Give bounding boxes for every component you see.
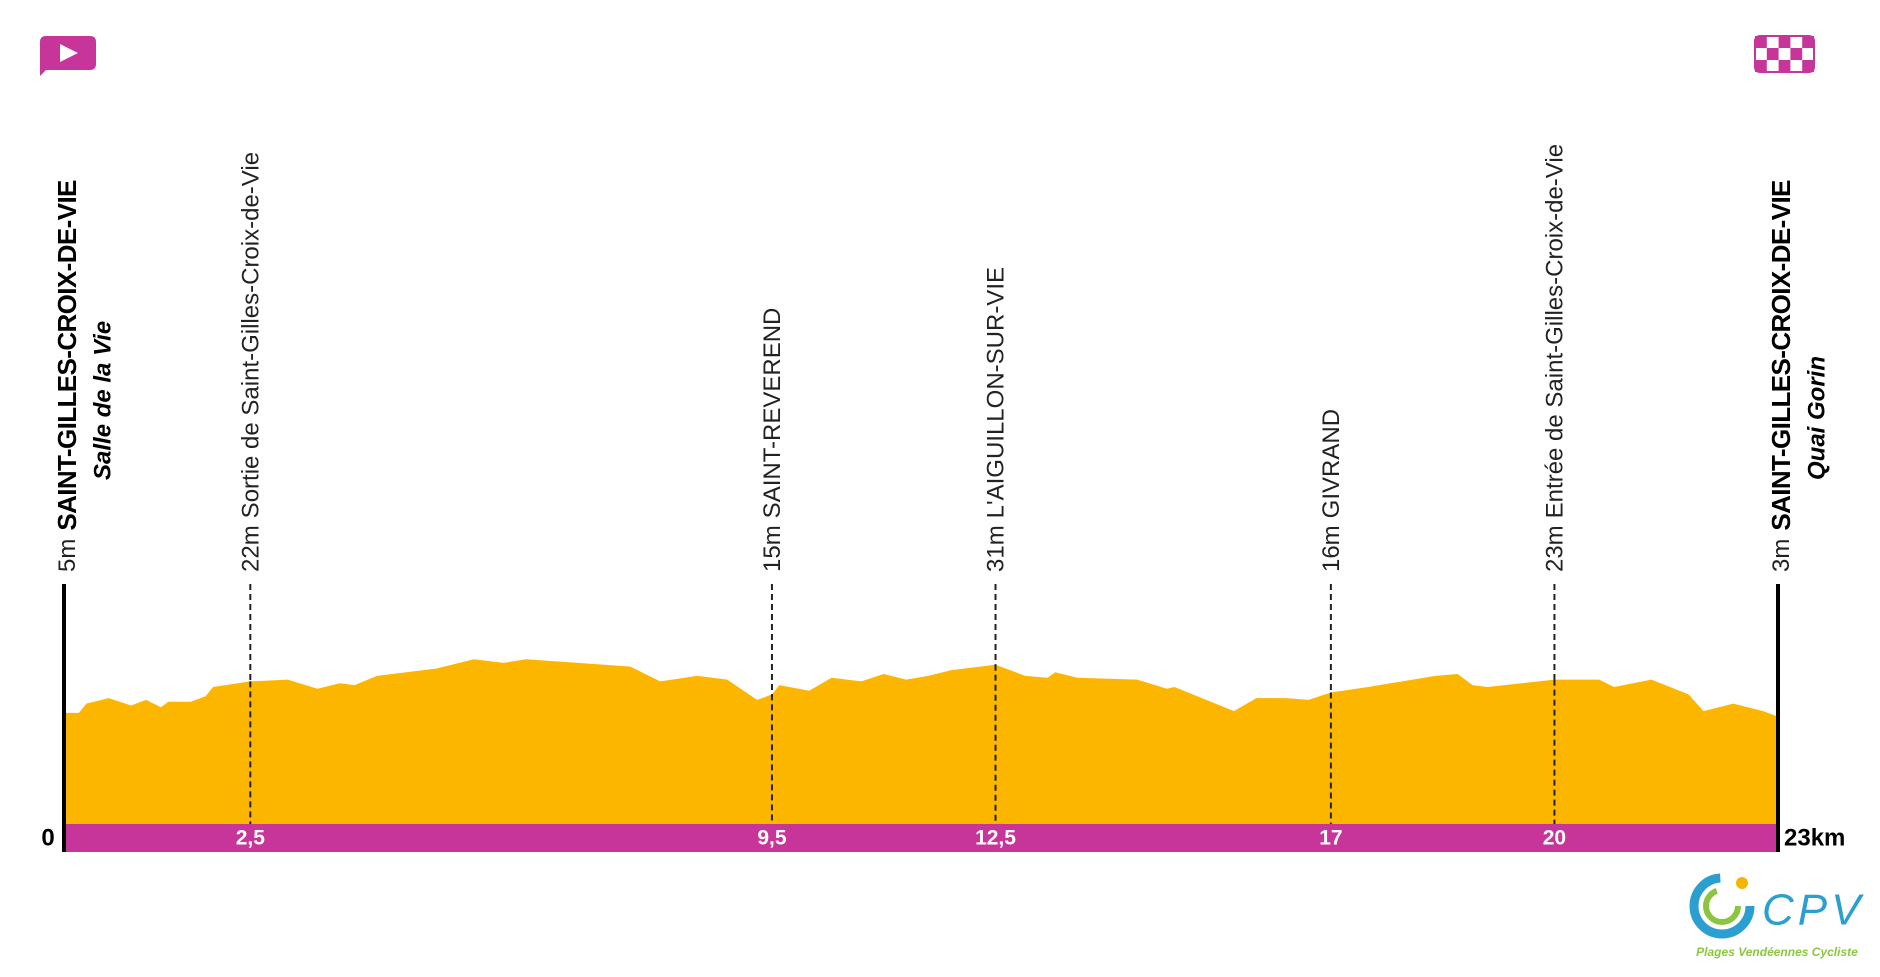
- km-label: 23km: [1784, 825, 1845, 852]
- endpoint-label: 5m SAINT-GILLES-CROIX-DE-VIE: [52, 180, 82, 572]
- waypoint-label: 22m Sortie de Saint-Gilles-Croix-de-Vie: [237, 152, 264, 572]
- logo-dot: [1736, 877, 1748, 889]
- finish-flag-square: [1755, 60, 1767, 72]
- km-label: 12,5: [975, 827, 1016, 850]
- waypoint-name: SAINT-REVEREND: [758, 308, 785, 519]
- start-icon-arrow: [60, 44, 78, 62]
- altitude-label: 31m: [982, 525, 1009, 572]
- km-label: 20: [1543, 827, 1566, 850]
- km-label: 9,5: [757, 827, 787, 850]
- finish-flag-square: [1778, 36, 1791, 48]
- finish-flag-square: [1778, 60, 1791, 72]
- finish-flag-square: [1790, 48, 1803, 60]
- altitude-label: 5m: [54, 539, 81, 572]
- logo-swirl-inner: [1703, 887, 1741, 925]
- finish-icon: [1754, 35, 1815, 73]
- waypoint-name: L'AIGUILLON-SUR-VIE: [982, 267, 1009, 518]
- km-label: 17: [1319, 827, 1342, 850]
- altitude-label: 22m: [237, 525, 264, 572]
- logo-text: CPV: [1762, 886, 1864, 935]
- waypoint-label: 15m SAINT-REVEREND: [758, 308, 785, 572]
- elevation-profile: [64, 659, 1778, 824]
- finish-flag-square: [1755, 36, 1767, 48]
- km-label: 2,5: [236, 827, 266, 850]
- waypoint-name: Entrée de Saint-Gilles-Croix-de-Vie: [1541, 144, 1568, 518]
- waypoint-label: 16m GIVRAND: [1317, 409, 1344, 572]
- waypoint-label: 23m Entrée de Saint-Gilles-Croix-de-Vie: [1541, 144, 1568, 572]
- logo-swirl: [1689, 873, 1755, 939]
- start-finish-name: SAINT-GILLES-CROIX-DE-VIE: [52, 180, 82, 531]
- endpoint-label: 3m SAINT-GILLES-CROIX-DE-VIE: [1766, 180, 1796, 572]
- place-name: Quai Gorin: [1804, 356, 1831, 480]
- finish-flag-square: [1802, 60, 1814, 72]
- altitude-label: 15m: [758, 525, 785, 572]
- finish-flag-square: [1802, 36, 1814, 48]
- altitude-label: 3m: [1768, 539, 1795, 572]
- altitude-label: 16m: [1317, 525, 1344, 572]
- start-finish-name: SAINT-GILLES-CROIX-DE-VIE: [1766, 180, 1796, 531]
- finish-flag-square: [1766, 48, 1779, 60]
- logo: CPV Plages Vendéennes Cycliste: [1689, 873, 1864, 959]
- waypoint-name: Sortie de Saint-Gilles-Croix-de-Vie: [237, 152, 264, 518]
- logo-tagline: Plages Vendéennes Cycliste: [1696, 945, 1858, 959]
- distance-band: [64, 824, 1778, 852]
- waypoint-name: GIVRAND: [1317, 409, 1344, 518]
- waypoint-label: 31m L'AIGUILLON-SUR-VIE: [982, 267, 1009, 572]
- altitude-label: 23m: [1541, 525, 1568, 572]
- km-label: 0: [41, 825, 54, 852]
- place-name: Salle de la Vie: [90, 321, 117, 480]
